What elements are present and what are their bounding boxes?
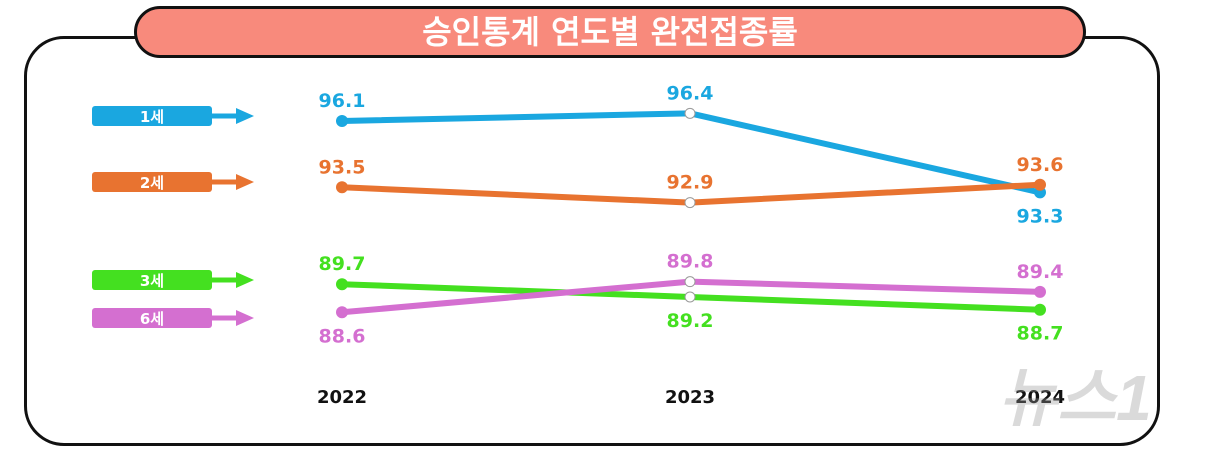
legend-label: 1세 [140,108,164,126]
data-point [336,306,348,319]
data-label: 89.4 [1017,261,1064,283]
data-label: 88.6 [319,325,366,347]
data-point [1034,285,1046,298]
data-point [336,181,348,194]
data-label: 96.1 [319,90,366,112]
data-point [684,197,696,209]
legend-swatch-1세 [92,106,212,126]
data-label: 89.8 [667,251,714,273]
legend-swatch-2세 [92,172,212,192]
x-tick-label: 2022 [317,387,367,408]
data-label: 89.7 [319,253,366,275]
legend-arrow-icon [236,310,254,326]
data-label: 93.6 [1017,154,1064,176]
legend-label: 2세 [140,174,164,192]
data-label: 93.3 [1017,205,1064,227]
legend-arrow-icon [236,108,254,124]
data-point [684,291,696,303]
data-label: 96.4 [667,82,714,104]
data-point [1034,303,1046,316]
data-point [684,276,696,288]
legend-label: 3세 [140,272,164,290]
data-point [1034,178,1046,191]
data-label: 92.9 [667,172,714,194]
data-label: 88.7 [1017,323,1064,345]
watermark-logo: 뉴스1 [998,362,1151,434]
data-point [684,107,696,119]
legend-label: 6세 [140,310,164,328]
data-point [336,115,348,127]
x-tick-label: 2024 [1015,387,1065,408]
x-tick-label: 2023 [665,387,715,408]
legend-swatch-6세 [92,308,212,328]
legend-swatch-3세 [92,270,212,290]
data-label: 93.5 [319,156,366,178]
legend-arrow-icon [236,174,254,190]
data-point [336,278,348,291]
chart-title: 승인통계 연도별 완전접종률 [134,6,1086,58]
legend-arrow-icon [236,272,254,288]
data-label: 89.2 [667,310,714,332]
